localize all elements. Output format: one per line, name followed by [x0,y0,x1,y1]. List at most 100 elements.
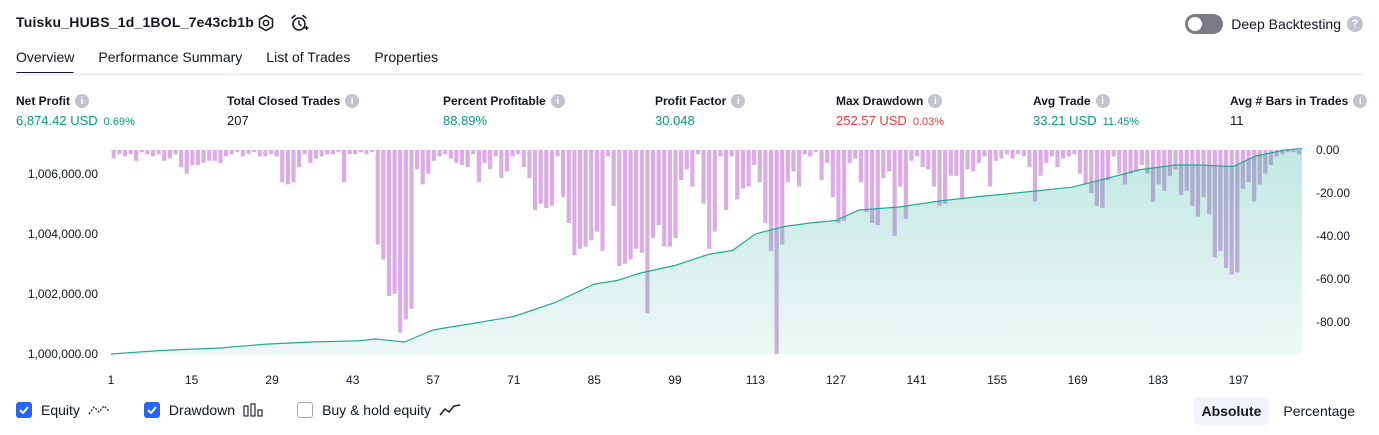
stat-value: 33.21 USD [1033,113,1097,128]
drawdown-bar [499,150,504,178]
drawdown-bar [274,150,279,157]
drawdown-bar [381,150,386,260]
x-axis: 1 15 29 43 57 71 85 99 113 127 141 155 169 183 197 [108,373,1249,387]
info-icon[interactable]: i [928,94,943,108]
drawdown-bar [999,150,1004,159]
drawdown-bar [988,150,993,187]
legend-drawdown[interactable]: Drawdown [143,402,263,418]
info-icon[interactable]: i [731,94,746,108]
mode-percentage-button[interactable]: Percentage [1283,403,1355,419]
drawdown-bar [190,150,195,166]
drawdown-bar [330,150,335,155]
drawdown-bar [650,150,656,239]
drawdown-bar [246,150,251,155]
stat-value-row: 33.21 USD 11.45% [1033,113,1139,128]
y-right-tick-label: 0.00 [1316,143,1340,157]
x-tick-label: 169 [1068,373,1088,387]
drawdown-bar [291,150,296,183]
info-icon[interactable]: i [75,94,89,108]
y-axis-right: 0.00 -20.00 -40.00 -60.00 -80.00 [1316,143,1350,329]
legend-buyhold-label: Buy & hold equity [322,402,432,418]
y-right-tick-label: -40.00 [1316,229,1350,243]
drawdown-bar [920,150,925,168]
x-tick-label: 141 [906,373,926,387]
drawdown-bar [892,150,897,236]
info-icon[interactable]: i [550,94,565,108]
drawdown-bar [488,150,493,170]
stat-value-row: 207 [227,113,359,128]
stat-value: 207 [227,113,249,128]
y-right-tick-label: -20.00 [1316,186,1350,200]
drawdown-bar [858,150,863,183]
tab-properties[interactable]: Properties [374,49,439,65]
drawdown-bar [459,150,465,166]
legend-equity[interactable]: Equity [16,402,110,418]
stat-label: Avg Trade i [1033,94,1139,108]
equity-checkbox[interactable] [16,402,32,418]
stat-value: 30.048 [655,113,695,128]
stat-value: 88.89% [443,113,488,128]
drawdown-bar [959,150,965,200]
help-icon[interactable]: ? [1347,16,1363,32]
settings-gear-icon[interactable] [256,13,276,33]
drawdown-bar [437,150,442,157]
tab-divider [16,73,1363,76]
drawdown-bar [1038,150,1043,176]
x-tick-label: 155 [987,373,1007,387]
drawdown-bar [1027,150,1032,168]
drawdown-bar [645,150,650,314]
tab-overview[interactable]: Overview [16,44,75,75]
y-right-tick-label: -80.00 [1316,315,1350,329]
tab-performance-summary[interactable]: Performance Summary [98,49,243,65]
drawdown-bar [909,150,914,161]
drawdown-bar [207,150,212,161]
stat-max-drawdown: Max Drawdown i 252.57 USD 0.03% [836,94,944,128]
drawdown-bar [128,150,133,155]
info-icon[interactable]: i [1353,94,1368,108]
drawdown-bar [673,150,678,239]
drawdown-bar [561,150,566,198]
stat-profit-factor: Profit Factor i 30.048 [655,94,746,128]
y-axis-left: 1,000,000.00 1,002,000.00 1,004,000.00 1,00… [28,167,98,361]
drawdown-bar [898,150,903,187]
drawdown-bar [555,150,560,157]
drawdown-bar [471,150,476,155]
deep-backtesting-toggle[interactable] [1185,14,1224,34]
buyhold-checkbox[interactable] [297,402,314,418]
drawdown-bar [577,150,583,249]
drawdown-bar [583,150,588,247]
tab-bar: Overview Performance Summary List of Tra… [16,44,462,75]
info-icon[interactable]: i [345,94,360,108]
drawdown-bar [611,150,616,206]
drawdown-bar [684,150,689,170]
y-left-tick-label: 1,002,000.00 [28,287,98,301]
x-tick-label: 29 [265,373,279,387]
tab-list-of-trades[interactable]: List of Trades [266,49,351,65]
add-alert-clock-icon[interactable] [289,13,309,33]
drawdown-bar [364,150,369,155]
drawdown-bar [268,150,274,155]
legend-buyhold[interactable]: Buy & hold equity [297,402,461,418]
stat-label: Avg # Bars in Trades i [1230,94,1368,108]
drawdown-bar [667,150,672,247]
drawdown-bar [1134,150,1139,172]
drawdown-bar [1049,150,1055,157]
drawdown-bar [718,150,723,157]
drawdown-bar [1122,150,1128,185]
stat-label-text: Net Profit [16,94,70,108]
drawdown-checkbox[interactable] [143,402,160,418]
drawdown-bar [493,150,498,157]
drawdown-bar [937,150,942,206]
drawdown-bar [662,150,667,247]
drawdown-bar [976,150,981,163]
mode-absolute-button[interactable]: Absolute [1193,397,1270,425]
drawdown-bar [353,150,358,155]
drawdown-bar [813,150,819,153]
drawdown-bar [341,150,347,183]
drawdown-bar [886,150,892,172]
info-icon[interactable]: i [1095,94,1110,108]
drawdown-bar [1105,150,1111,181]
drawdown-bar [914,150,920,157]
drawdown-bar [622,150,628,264]
drawdown-bar [757,150,762,183]
